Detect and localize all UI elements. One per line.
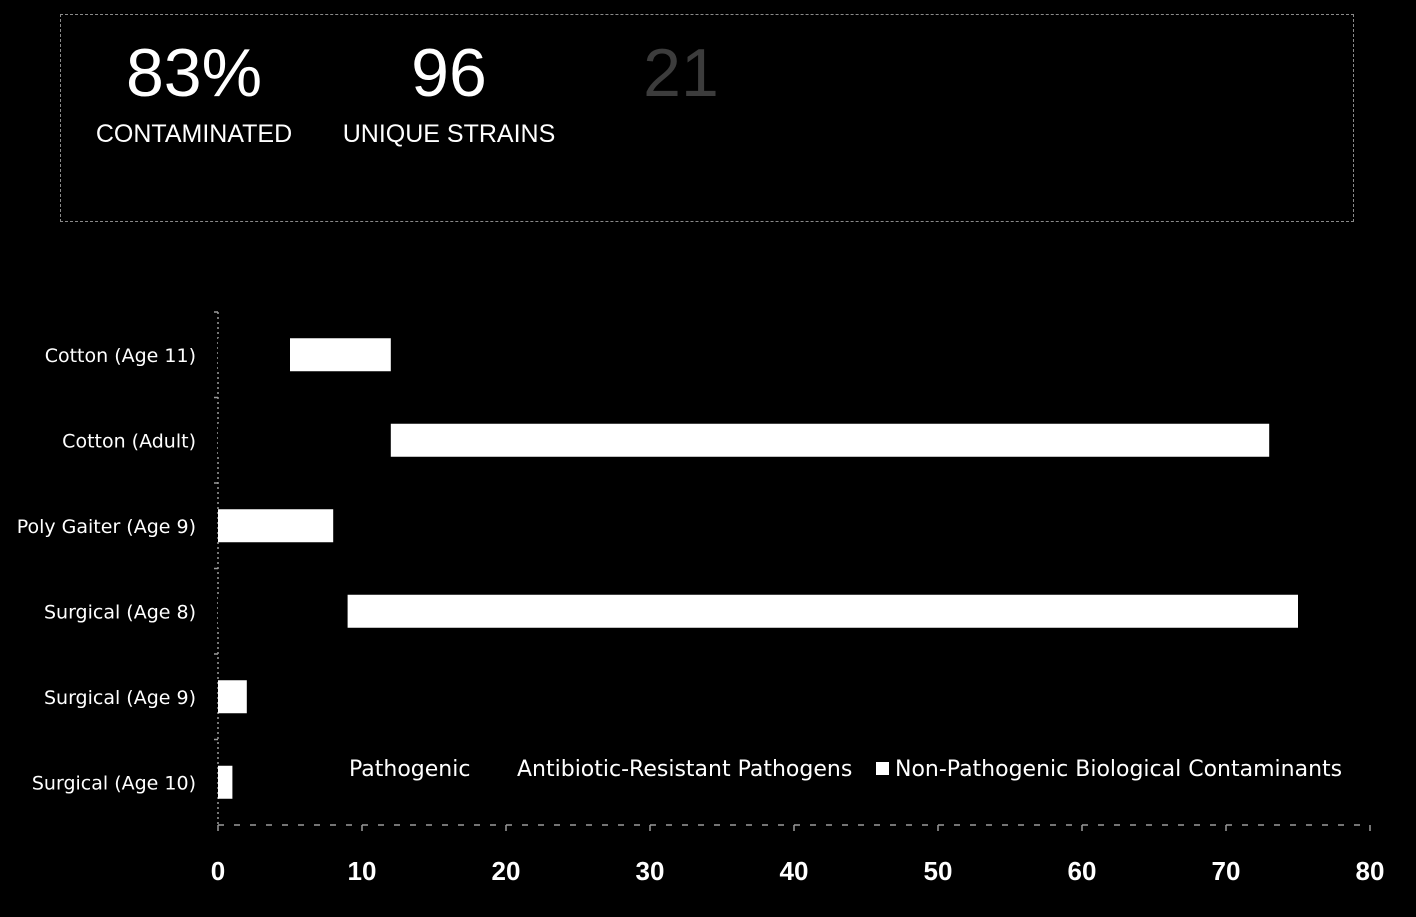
x-tick-label: 60 [1068,856,1097,886]
x-tick-label: 50 [924,856,953,886]
y-tick-label: Surgical (Age 10) [32,772,196,794]
x-tick-label: 70 [1212,856,1241,886]
legend-swatch [330,762,343,775]
y-tick-label: Cotton (Age 11) [45,345,196,367]
stat-value: 83% [125,35,263,111]
y-tick-label: Surgical (Age 9) [44,687,196,709]
stat-value: 21 [643,35,719,111]
bar-pathogenic [218,423,391,457]
x-tick-label: 40 [780,856,809,886]
x-tick-label: 10 [348,856,377,886]
bar-non-pathogenic [218,680,247,714]
stat-unique-strains: 96 UNIQUE STRAINS [329,15,569,149]
y-tick-label: Cotton (Adult) [62,430,196,452]
legend-label: Pathogenic [349,757,470,782]
stat-contaminated: 83% CONTAMINATED [89,15,299,149]
x-tick-label: 30 [636,856,665,886]
bar-non-pathogenic [290,338,391,372]
x-tick-label: 80 [1356,856,1385,886]
y-tick-label: Surgical (Age 8) [44,601,196,623]
stats-panel: 83% CONTAMINATED 96 UNIQUE STRAINS 21 [60,14,1354,222]
bar-non-pathogenic [390,423,1270,457]
bar-non-pathogenic [347,594,1299,628]
bar-non-pathogenic [218,765,233,799]
x-tick-label: 20 [492,856,521,886]
bar-non-pathogenic [218,509,334,543]
legend-label: Antibiotic-Resistant Pathogens [517,757,852,782]
bar-pathogenic [218,594,348,628]
stat-label: UNIQUE STRAINS [342,120,556,148]
bar-pathogenic [218,338,290,372]
stat-faded-1: 21 [601,15,761,119]
stat-value: 96 [411,35,487,111]
x-tick-label: 0 [211,856,225,886]
legend-swatch [876,762,889,775]
y-tick-label: Poly Gaiter (Age 9) [17,516,196,538]
legend-swatch [498,762,511,775]
legend-label: Non-Pathogenic Biological Contaminants [895,757,1342,782]
stat-label: CONTAMINATED [95,120,293,148]
